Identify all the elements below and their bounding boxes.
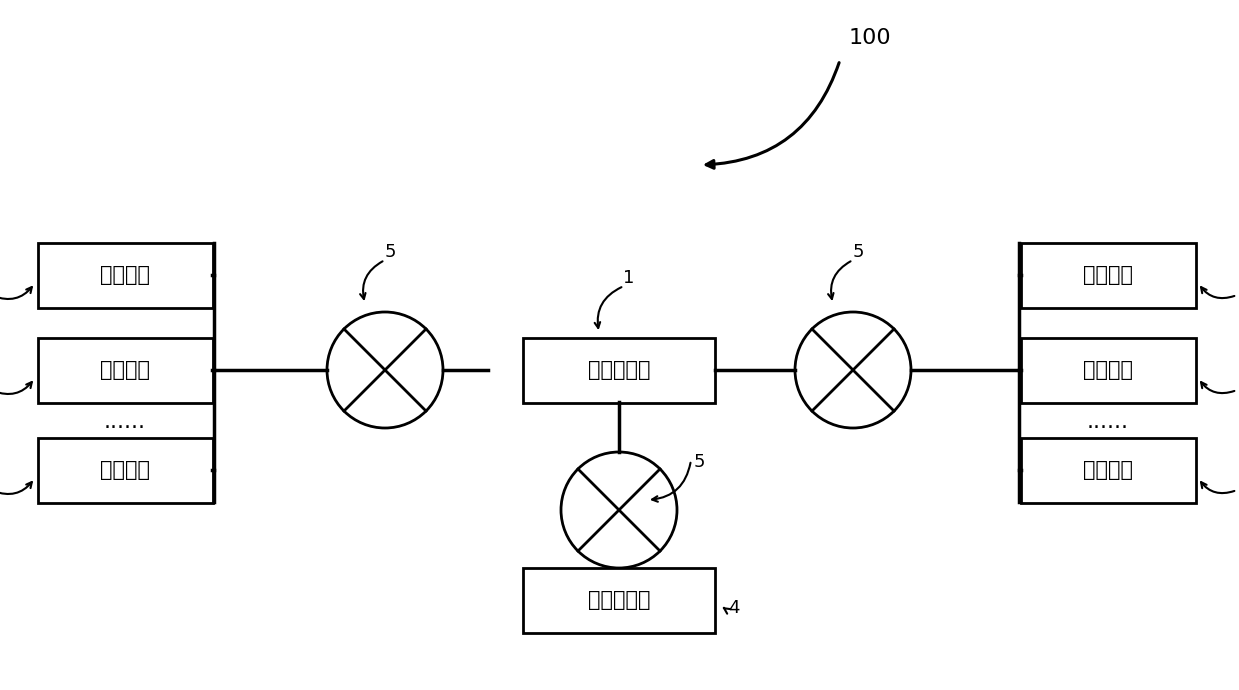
Bar: [1021, 337, 1196, 402]
Ellipse shape: [561, 452, 676, 568]
Bar: [1021, 242, 1196, 308]
Text: 平台服务器: 平台服务器: [587, 360, 650, 380]
Text: 患者终端: 患者终端: [1083, 360, 1132, 380]
Text: 患者终端: 患者终端: [1083, 265, 1132, 285]
Text: 数据服务器: 数据服务器: [587, 590, 650, 610]
Text: 1: 1: [623, 269, 634, 287]
Text: ......: ......: [1087, 412, 1129, 432]
Text: 5: 5: [694, 453, 705, 471]
Text: 医护终端: 医护终端: [100, 360, 150, 380]
Text: ......: ......: [104, 412, 146, 432]
Bar: [523, 337, 715, 402]
Text: 医护终端: 医护终端: [100, 460, 150, 480]
Bar: [1021, 437, 1196, 502]
Text: 医护终端: 医护终端: [100, 265, 150, 285]
Bar: [523, 567, 715, 633]
Bar: [37, 437, 213, 502]
Text: 100: 100: [849, 28, 891, 48]
Text: 5: 5: [384, 243, 395, 261]
Bar: [37, 242, 213, 308]
Bar: [37, 337, 213, 402]
Text: 患者终端: 患者终端: [1083, 460, 1132, 480]
Ellipse shape: [327, 312, 444, 428]
Text: 5: 5: [852, 243, 864, 261]
Ellipse shape: [795, 312, 911, 428]
Text: 4: 4: [729, 599, 740, 617]
